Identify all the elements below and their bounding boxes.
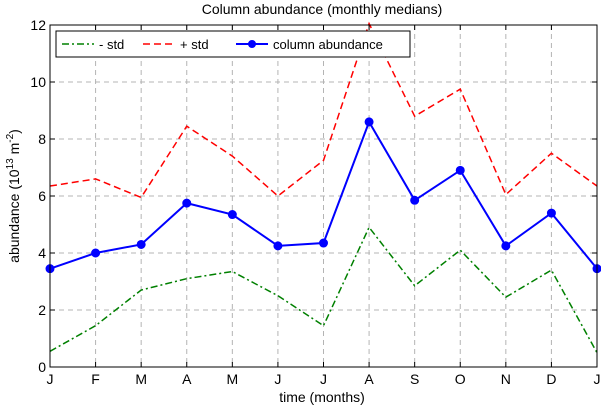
legend-marker [248,40,256,48]
series-point [319,238,328,248]
y-tick-label: 12 [30,17,46,33]
y-axis-label-unit-exponent: -2 [5,133,16,142]
y-axis-label-unit: m [6,143,22,159]
x-tick-label: M [226,371,238,387]
y-tick-label: 4 [38,245,46,261]
y-axis: 0 2 4 6 8 10 12 [30,17,597,375]
legend-box [55,30,411,58]
x-tick-label: S [410,371,419,387]
x-tick-label: D [546,371,556,387]
x-axis-label: time (months) [279,389,365,405]
legend-label: column abundance [273,37,383,52]
series-point [410,195,420,205]
series-point [546,208,556,218]
y-tick-label: 10 [30,74,46,90]
series-point [455,165,465,175]
x-tick-label: J [594,371,601,387]
y-axis-label: abundance (1013 m-2) [5,129,22,263]
series-point [136,239,146,249]
series-line-0 [49,225,598,354]
y-tick-label: 2 [38,302,46,318]
x-tick-label: J [47,371,54,387]
series-point [364,117,374,127]
y-tick-label: 6 [38,188,46,204]
x-tick-label: A [182,371,192,387]
x-tick-label: J [274,371,281,387]
x-tick-label: M [135,371,147,387]
plot-area [45,21,601,354]
x-tick-label: A [364,371,374,387]
chart-title: Column abundance (monthly medians) [202,1,442,17]
series-point [91,248,101,258]
legend-label: - std [99,37,124,52]
series-point [227,210,237,220]
series-point [273,241,283,251]
y-tick-label: 0 [38,359,46,375]
grid [50,25,597,367]
x-tick-label: J [320,371,327,387]
y-tick-label: 8 [38,131,46,147]
y-axis-label-exponent: 13 [5,158,16,170]
y-axis-label-prefix: abundance (10 [6,169,22,263]
series-point [501,241,511,251]
y-axis-label-suffix: ) [6,129,22,134]
x-tick-label: O [455,371,466,387]
series-point [182,198,192,208]
series-line-1 [49,21,598,199]
x-tick-label: F [91,371,100,387]
x-tick-label: N [501,371,511,387]
legend: - std + std column abundance [55,30,411,58]
legend-label: + std [180,37,209,52]
